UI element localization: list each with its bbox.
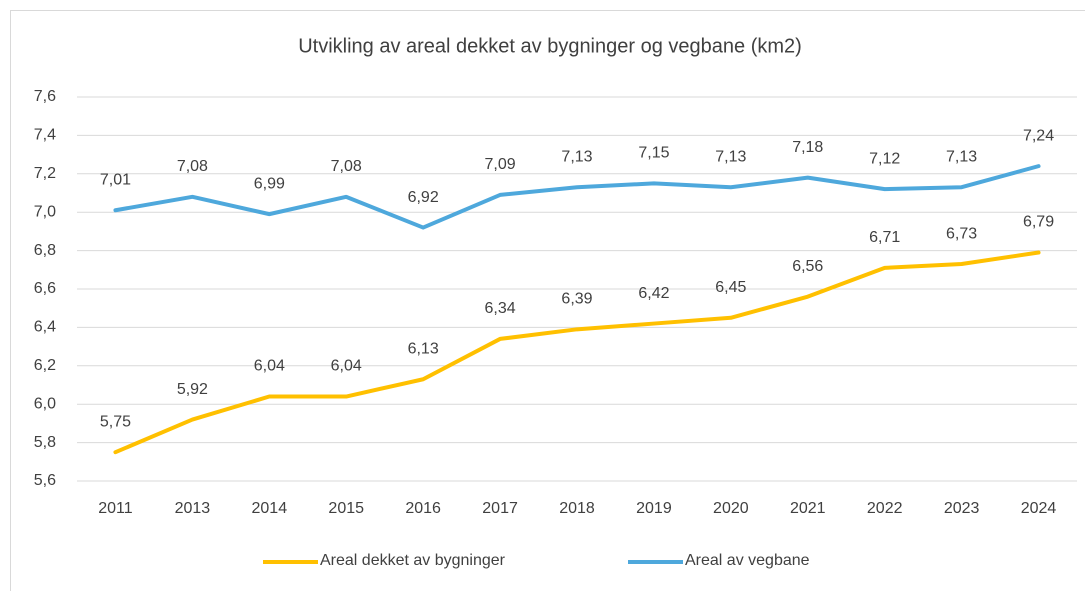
data-label: 7,09 (485, 156, 516, 173)
x-tick-label: 2018 (559, 500, 595, 517)
y-tick-label: 7,2 (34, 165, 56, 182)
x-tick-label: 2024 (1021, 500, 1057, 517)
x-tick-label: 2020 (713, 500, 749, 517)
x-tick-label: 2011 (98, 500, 133, 517)
data-label: 7,15 (638, 145, 669, 162)
data-label: 6,34 (485, 300, 516, 317)
data-label: 7,13 (946, 148, 977, 165)
data-label: 7,12 (869, 150, 900, 167)
y-tick-label: 6,8 (34, 242, 56, 259)
x-tick-label: 2023 (944, 500, 980, 517)
legend-label: Areal av vegbane (685, 552, 810, 569)
y-tick-label: 6,2 (34, 357, 56, 374)
y-tick-label: 7,0 (34, 203, 56, 220)
data-label: 7,01 (100, 171, 131, 188)
x-tick-label: 2014 (252, 500, 288, 517)
data-label: 6,73 (946, 225, 977, 242)
y-tick-label: 5,8 (34, 434, 56, 451)
x-tick-label: 2015 (328, 500, 364, 517)
y-tick-label: 6,6 (34, 280, 56, 297)
y-tick-label: 6,0 (34, 395, 56, 412)
data-label: 5,75 (100, 413, 131, 430)
data-label: 6,42 (638, 285, 669, 302)
chart-title: Utvikling av areal dekket av bygninger o… (298, 35, 802, 57)
x-tick-label: 2016 (405, 500, 441, 517)
x-tick-label: 2017 (482, 500, 518, 517)
data-label: 6,99 (254, 175, 285, 192)
data-label: 6,56 (792, 258, 823, 275)
data-label: 7,08 (331, 158, 362, 175)
y-tick-label: 7,6 (34, 88, 56, 105)
x-tick-label: 2022 (867, 500, 903, 517)
data-label: 6,45 (715, 279, 746, 296)
data-label: 6,71 (869, 229, 900, 246)
data-label: 6,39 (561, 291, 592, 308)
chart-frame (10, 10, 1085, 591)
data-label: 6,79 (1023, 214, 1054, 231)
data-label: 6,13 (408, 340, 439, 357)
y-tick-label: 6,4 (34, 319, 56, 336)
series-line (113, 164, 1041, 230)
x-tick-label: 2013 (175, 500, 211, 517)
data-label: 6,04 (254, 358, 285, 375)
data-label: 6,04 (331, 358, 362, 375)
data-label: 7,24 (1023, 127, 1054, 144)
data-label: 7,08 (177, 158, 208, 175)
data-label: 7,13 (715, 148, 746, 165)
y-tick-label: 5,6 (34, 472, 56, 489)
x-tick-label: 2021 (790, 500, 826, 517)
data-label: 7,13 (561, 148, 592, 165)
series-line (113, 250, 1041, 455)
y-tick-label: 7,4 (34, 127, 56, 144)
data-label: 7,18 (792, 139, 823, 156)
legend-label: Areal dekket av bygninger (320, 552, 506, 569)
data-label: 5,92 (177, 381, 208, 398)
x-tick-label: 2019 (636, 500, 672, 517)
data-label: 6,92 (408, 189, 439, 206)
